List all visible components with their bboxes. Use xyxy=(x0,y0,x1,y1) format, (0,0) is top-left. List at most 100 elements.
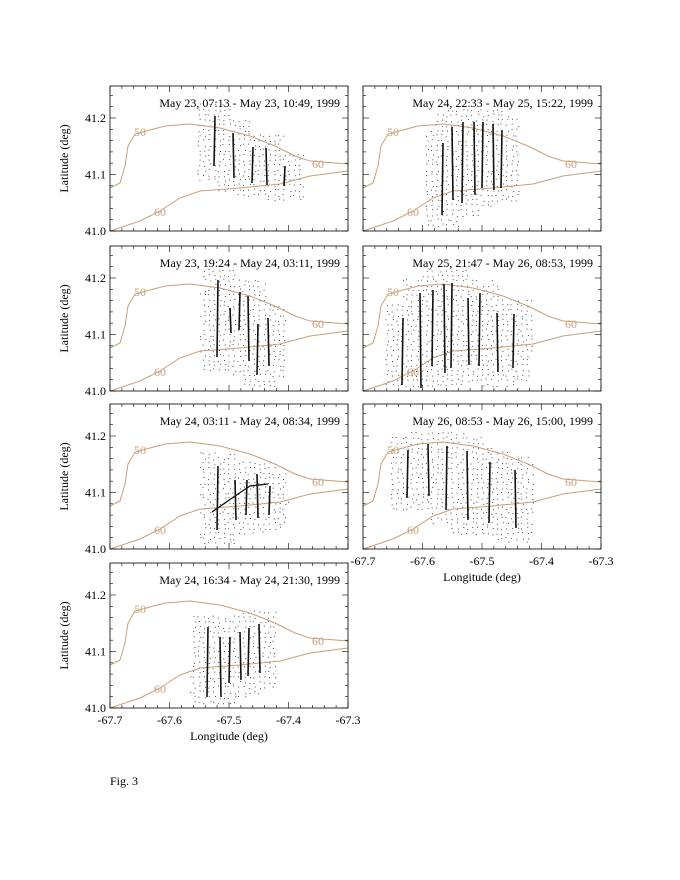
grid-dot xyxy=(430,189,432,191)
grid-dot xyxy=(302,186,304,188)
grid-dot xyxy=(258,365,260,367)
grid-dot xyxy=(282,486,284,488)
grid-dot xyxy=(506,321,508,322)
grid-dot xyxy=(426,462,427,464)
grid-dot xyxy=(258,361,260,363)
grid-dot xyxy=(259,385,261,387)
grid-dot xyxy=(526,380,528,382)
grid-dot xyxy=(437,472,439,474)
grid-dot xyxy=(208,479,210,481)
grid-dot xyxy=(522,364,524,366)
grid-dot xyxy=(387,324,389,326)
grid-dot xyxy=(437,463,439,465)
grid-dot xyxy=(245,693,247,695)
grid-dot xyxy=(463,109,465,110)
grid-dot xyxy=(482,463,483,465)
grid-dot xyxy=(292,179,294,181)
grid-dot xyxy=(452,349,454,351)
grid-dot xyxy=(426,215,428,217)
grid-dot xyxy=(515,371,517,373)
grid-dot xyxy=(224,296,226,297)
grid-dot xyxy=(209,341,211,342)
grid-dot xyxy=(486,155,487,156)
grid-dot xyxy=(426,351,428,352)
grid-dot xyxy=(527,356,529,358)
grid-dot xyxy=(264,348,266,350)
grid-dot xyxy=(475,324,477,326)
grid-dot xyxy=(508,541,510,543)
grid-dot xyxy=(284,517,286,519)
grid-dot xyxy=(423,496,424,498)
grid-dot xyxy=(487,374,489,376)
grid-dot xyxy=(219,469,221,471)
grid-dot xyxy=(493,499,495,501)
grid-dot xyxy=(217,523,219,525)
grid-dot xyxy=(255,145,256,147)
grid-dot xyxy=(190,676,192,678)
grid-dot xyxy=(476,198,478,200)
x-tick-label: -67.6 xyxy=(157,713,182,727)
grid-dot xyxy=(254,686,256,688)
grid-dot xyxy=(497,380,499,382)
grid-dot xyxy=(223,642,224,644)
grid-dot xyxy=(418,504,420,506)
grid-dot xyxy=(396,320,398,322)
grid-dot xyxy=(496,461,498,463)
grid-dot xyxy=(526,345,528,347)
grid-dot xyxy=(530,508,532,510)
grid-dot xyxy=(204,304,205,306)
grid-dot xyxy=(442,432,444,434)
grid-dot xyxy=(292,155,294,157)
grid-dot xyxy=(441,284,443,286)
grid-dot xyxy=(475,452,477,454)
grid-dot xyxy=(427,499,429,501)
grid-dot xyxy=(426,355,428,357)
grid-dot xyxy=(431,518,432,520)
contour-line xyxy=(362,123,602,189)
grid-dot xyxy=(437,451,439,453)
grid-dot xyxy=(528,481,529,483)
grid-dot xyxy=(213,467,215,469)
grid-dot xyxy=(254,618,256,619)
grid-dot xyxy=(249,178,251,180)
grid-dot xyxy=(422,482,424,483)
grid-dot xyxy=(446,518,448,520)
grid-dot xyxy=(451,329,453,331)
grid-dot xyxy=(445,290,447,292)
grid-dot xyxy=(218,481,220,483)
grid-dot xyxy=(426,191,428,192)
grid-dot xyxy=(228,139,230,141)
grid-dot xyxy=(393,365,395,367)
grid-dot xyxy=(417,444,419,446)
grid-dot xyxy=(224,693,226,695)
grid-dot xyxy=(492,110,494,112)
grid-dot xyxy=(263,647,265,649)
grid-dot xyxy=(531,315,533,317)
grid-dot xyxy=(441,301,443,303)
grid-dot xyxy=(213,344,215,346)
grid-dot xyxy=(505,188,507,190)
grid-dot xyxy=(450,438,452,440)
grid-dot xyxy=(392,328,394,330)
contour-line xyxy=(362,488,602,550)
grid-dot xyxy=(430,340,432,342)
grid-dot xyxy=(478,481,480,483)
grid-dot xyxy=(513,135,515,137)
grid-dot xyxy=(471,315,473,317)
grid-dot xyxy=(437,179,439,181)
grid-dot xyxy=(532,483,534,485)
grid-dot xyxy=(510,538,512,540)
grid-dot xyxy=(478,141,480,143)
grid-dot xyxy=(525,508,527,510)
grid-dot xyxy=(438,456,439,458)
grid-dot xyxy=(272,487,274,489)
grid-dot xyxy=(496,350,498,352)
grid-dot xyxy=(203,276,205,278)
grid-dot xyxy=(264,146,266,148)
grid-dot xyxy=(453,310,455,312)
grid-dot xyxy=(437,130,439,132)
grid-dot xyxy=(279,198,281,200)
grid-dot xyxy=(215,488,216,490)
grid-dot xyxy=(511,368,513,370)
